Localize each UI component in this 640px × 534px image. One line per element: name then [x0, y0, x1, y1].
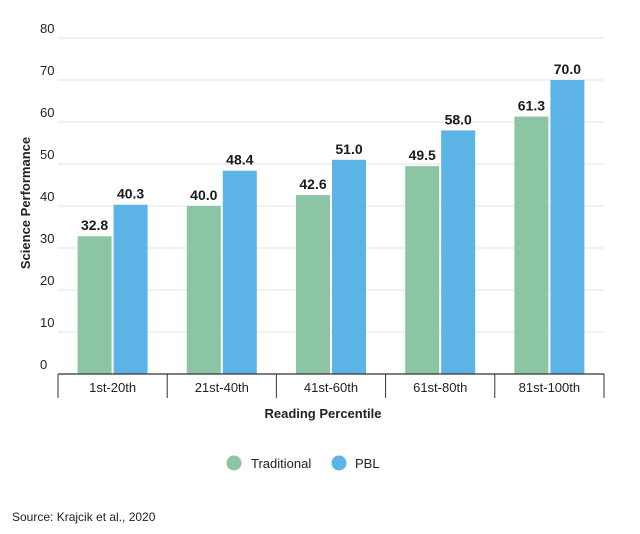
bar-pbl-81st-100th: [550, 80, 585, 374]
data-label: 32.8: [81, 217, 108, 233]
data-label: 51.0: [335, 141, 362, 157]
y-tick-label: 0: [40, 357, 47, 372]
gridlines: [58, 37, 604, 333]
legend-label-pbl: PBL: [355, 456, 380, 471]
bar-traditional-21st-40th: [186, 206, 221, 374]
legend: Traditional PBL: [226, 455, 380, 471]
x-tick-label: 41st-60th: [304, 380, 358, 395]
legend-label-traditional: Traditional: [251, 456, 311, 471]
y-tick-label: 20: [40, 273, 54, 288]
x-tick-label: 81st-100th: [519, 380, 580, 395]
data-label: 70.0: [554, 61, 581, 77]
y-tick-label: 10: [40, 315, 54, 330]
bar-pbl-41st-60th: [332, 159, 366, 374]
bar-pbl-61st-80th: [441, 130, 476, 374]
data-label: 40.3: [117, 186, 144, 202]
y-tick-label: 40: [40, 189, 54, 204]
y-tick-label: 30: [40, 231, 54, 246]
bar-traditional-1st-20th: [77, 236, 112, 374]
bar-pbl-21st-40th: [222, 170, 257, 374]
bar-traditional-61st-80th: [405, 166, 440, 374]
y-tick-label: 50: [40, 147, 54, 162]
bar-pbl-1st-20th: [113, 204, 148, 374]
data-label: 48.4: [226, 152, 253, 168]
data-label: 40.0: [190, 187, 217, 203]
data-label: 58.0: [445, 111, 472, 127]
data-label: 61.3: [518, 98, 545, 114]
x-axis: 1st-20th 21st-40th 41st-60th 61st-80th 81st-…: [57, 373, 605, 398]
y-tick-label: 60: [40, 105, 54, 120]
x-tick-label: 61st-80th: [413, 380, 467, 395]
y-tick-label: 80: [40, 21, 54, 36]
y-axis-label: Science Performance: [18, 137, 33, 269]
x-tick-label: 21st-40th: [195, 380, 249, 395]
data-label: 42.6: [299, 176, 326, 192]
x-axis-label: Reading Percentile: [264, 406, 381, 421]
legend-marker-pbl: [331, 455, 347, 471]
data-labels: 32.8 40.3 40.0 48.4 42.6 51.0 49.5 58.0 61.3 70.0: [81, 61, 581, 233]
bar-traditional-41st-60th: [296, 195, 330, 374]
bars: [77, 80, 585, 374]
data-label: 49.5: [409, 147, 436, 163]
source-note: Source: Krajcik et al., 2020: [12, 510, 156, 524]
y-tick-label: 70: [40, 63, 54, 78]
bar-traditional-81st-100th: [514, 116, 549, 374]
x-tick-label: 1st-20th: [89, 380, 136, 395]
y-axis-ticks: 0 10 20 30 40 50 60 70 80: [40, 21, 54, 372]
legend-marker-traditional: [226, 455, 242, 471]
